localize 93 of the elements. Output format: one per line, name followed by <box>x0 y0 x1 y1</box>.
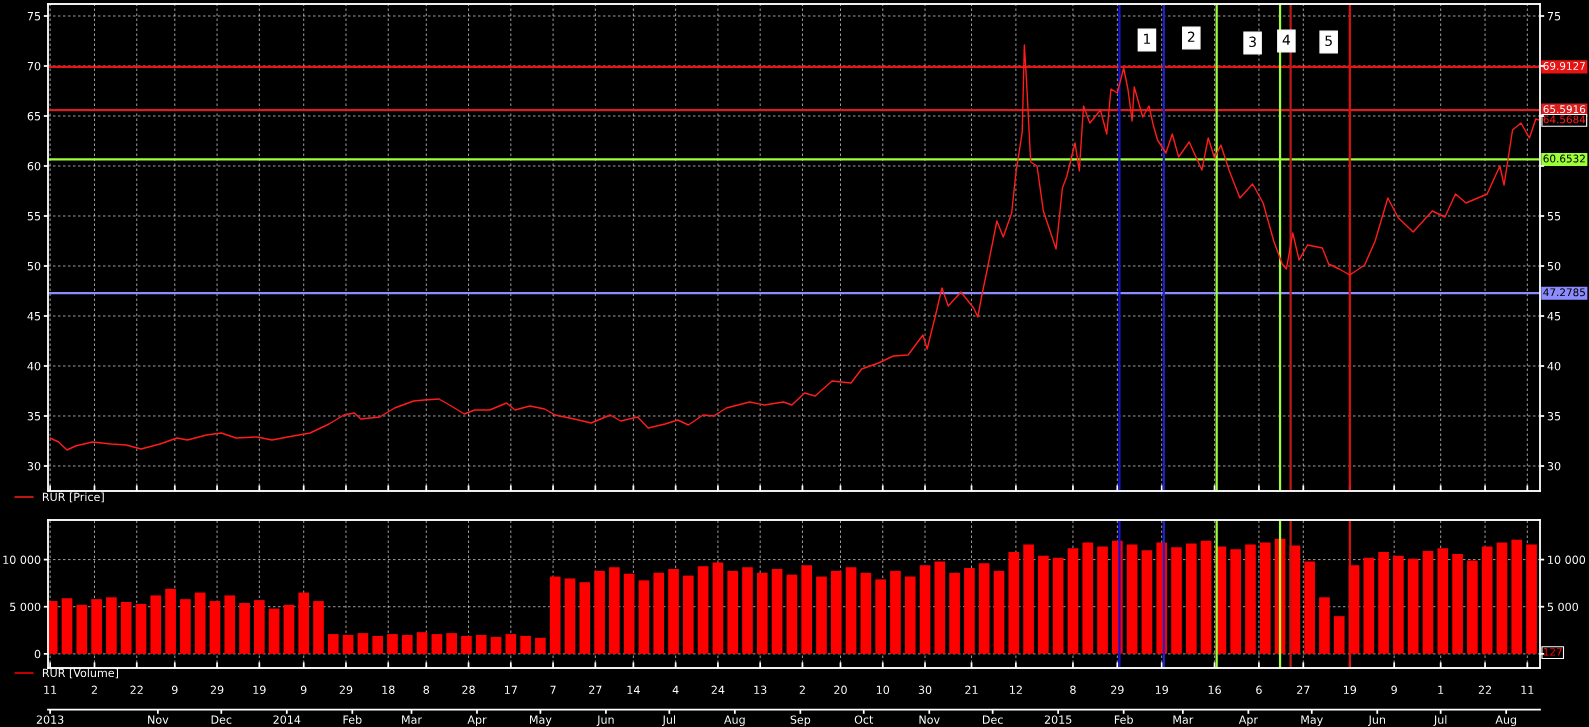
x-tick-label: 17 <box>504 685 517 694</box>
x-tick-label: 9 <box>171 685 178 694</box>
annotation: 4 <box>1282 34 1291 45</box>
x2-tick-label: 2014 <box>273 715 301 724</box>
x2-tick-label: Apr <box>467 715 487 726</box>
y2-tick-label: 75 <box>1547 12 1561 21</box>
x-tick-label: 24 <box>711 685 725 694</box>
ref-line-label: 60.6532 <box>1543 154 1585 163</box>
x-tick-label: 14 <box>627 685 640 694</box>
x-tick-label: 2 <box>91 685 97 694</box>
x2-tick-label: Apr <box>1238 715 1258 726</box>
annotation: 127 <box>1543 647 1562 656</box>
x-tick-label: 18 <box>382 685 395 694</box>
ref-line-label: 65.5916 <box>1543 105 1586 114</box>
x2-tick-label: Jun <box>596 715 614 726</box>
y-tick-label: 40 <box>27 361 41 371</box>
x2-tick-label: Aug <box>1495 715 1517 726</box>
x-tick-label: 19 <box>253 685 266 694</box>
annotation: 2 <box>1187 31 1195 42</box>
x-tick-label: 13 <box>754 685 767 694</box>
y-tick-label: 5 000 <box>10 602 41 612</box>
x2-tick-label: Mar <box>1173 715 1194 724</box>
x2-tick-label: Dec <box>982 715 1003 724</box>
x-tick-label: 7 <box>550 685 556 694</box>
x-tick-label: 27 <box>1297 685 1310 694</box>
x-tick-label: 16 <box>1208 685 1221 694</box>
x2-tick-label: Jul <box>1433 715 1447 726</box>
y-tick-label: 55 <box>27 212 41 221</box>
y-tick-label: 45 <box>27 312 41 321</box>
x2-tick-label: Feb <box>1114 715 1133 724</box>
x-tick-label: 20 <box>834 685 847 694</box>
x-tick-label: 29 <box>339 685 353 694</box>
x-tick-label: 19 <box>1343 685 1357 694</box>
x-tick-label: 27 <box>589 685 602 694</box>
x-tick-label: 9 <box>300 685 307 694</box>
x2-tick-label: 2015 <box>1044 715 1072 724</box>
x-tick-label: 22 <box>1478 685 1492 694</box>
x2-tick-label: Jun <box>1368 715 1386 726</box>
x-tick-label: 10 <box>876 685 890 694</box>
x-tick-label: 6 <box>1256 685 1262 694</box>
annotation: 64.5684 <box>1543 115 1586 124</box>
legend-label: RUR [Price] <box>42 492 104 503</box>
y-tick-label: 75 <box>27 12 41 21</box>
y-tick-label: 65 <box>27 111 41 121</box>
x2-tick-label: May <box>530 715 552 726</box>
x2-tick-label: Feb <box>343 715 362 724</box>
y2-tick-label: 40 <box>1547 361 1561 371</box>
annotation: 3 <box>1249 36 1256 48</box>
x2-tick-label: Sep <box>790 715 811 726</box>
annotation: 1 <box>1144 33 1151 44</box>
y2-tick-label: 5 000 <box>1547 602 1579 612</box>
x-tick-label: 11 <box>44 685 57 694</box>
x-tick-label: 11 <box>1521 685 1534 694</box>
x-tick-label: 29 <box>210 685 224 694</box>
y-tick-label: 10 000 <box>3 555 41 564</box>
x-tick-label: 9 <box>1391 685 1397 694</box>
y2-tick-label: 30 <box>1547 461 1561 471</box>
y2-tick-label: 50 <box>1547 261 1561 271</box>
ref-line-label: 47.2785 <box>1543 288 1585 297</box>
x2-tick-label: Jul <box>662 715 675 726</box>
y2-tick-label: 10 000 <box>1548 555 1586 564</box>
x-tick-label: 1 <box>1438 685 1444 694</box>
y2-tick-label: 45 <box>1547 312 1561 321</box>
y2-tick-label: 35 <box>1547 411 1561 421</box>
y-tick-label: 60 <box>27 161 41 171</box>
x2-tick-label: Nov <box>919 715 940 724</box>
y-tick-label: 0 <box>34 649 41 659</box>
x2-tick-label: May <box>1301 715 1323 726</box>
y-tick-label: 30 <box>27 461 41 471</box>
x-tick-label: 2 <box>799 685 805 694</box>
y-tick-label: 35 <box>27 411 41 421</box>
x-tick-label: 29 <box>1111 685 1124 694</box>
annotation: 5 <box>1325 35 1332 47</box>
x2-tick-label: Nov <box>148 715 169 724</box>
x2-tick-label: Oct <box>854 715 874 724</box>
x-tick-label: 30 <box>918 685 932 694</box>
x2-tick-label: Aug <box>724 715 745 726</box>
x-tick-label: 8 <box>1070 685 1076 694</box>
x2-tick-label: 2013 <box>36 715 64 724</box>
x-tick-label: 28 <box>462 685 475 694</box>
x-tick-label: 4 <box>672 685 679 694</box>
y-tick-label: 50 <box>27 261 41 271</box>
x-tick-label: 22 <box>130 685 143 694</box>
x2-tick-label: Dec <box>211 715 232 724</box>
x-tick-label: 19 <box>1155 685 1168 694</box>
ref-line-label: 69.9127 <box>1543 62 1585 70</box>
legend-label: RUR [Volume] <box>42 668 118 679</box>
x-tick-label: 21 <box>965 685 978 694</box>
y2-tick-label: 55 <box>1547 212 1561 221</box>
y-tick-label: 70 <box>27 61 41 71</box>
x-tick-label: 8 <box>423 685 430 694</box>
x-tick-label: 12 <box>1010 685 1022 694</box>
x2-tick-label: Mar <box>402 715 422 724</box>
